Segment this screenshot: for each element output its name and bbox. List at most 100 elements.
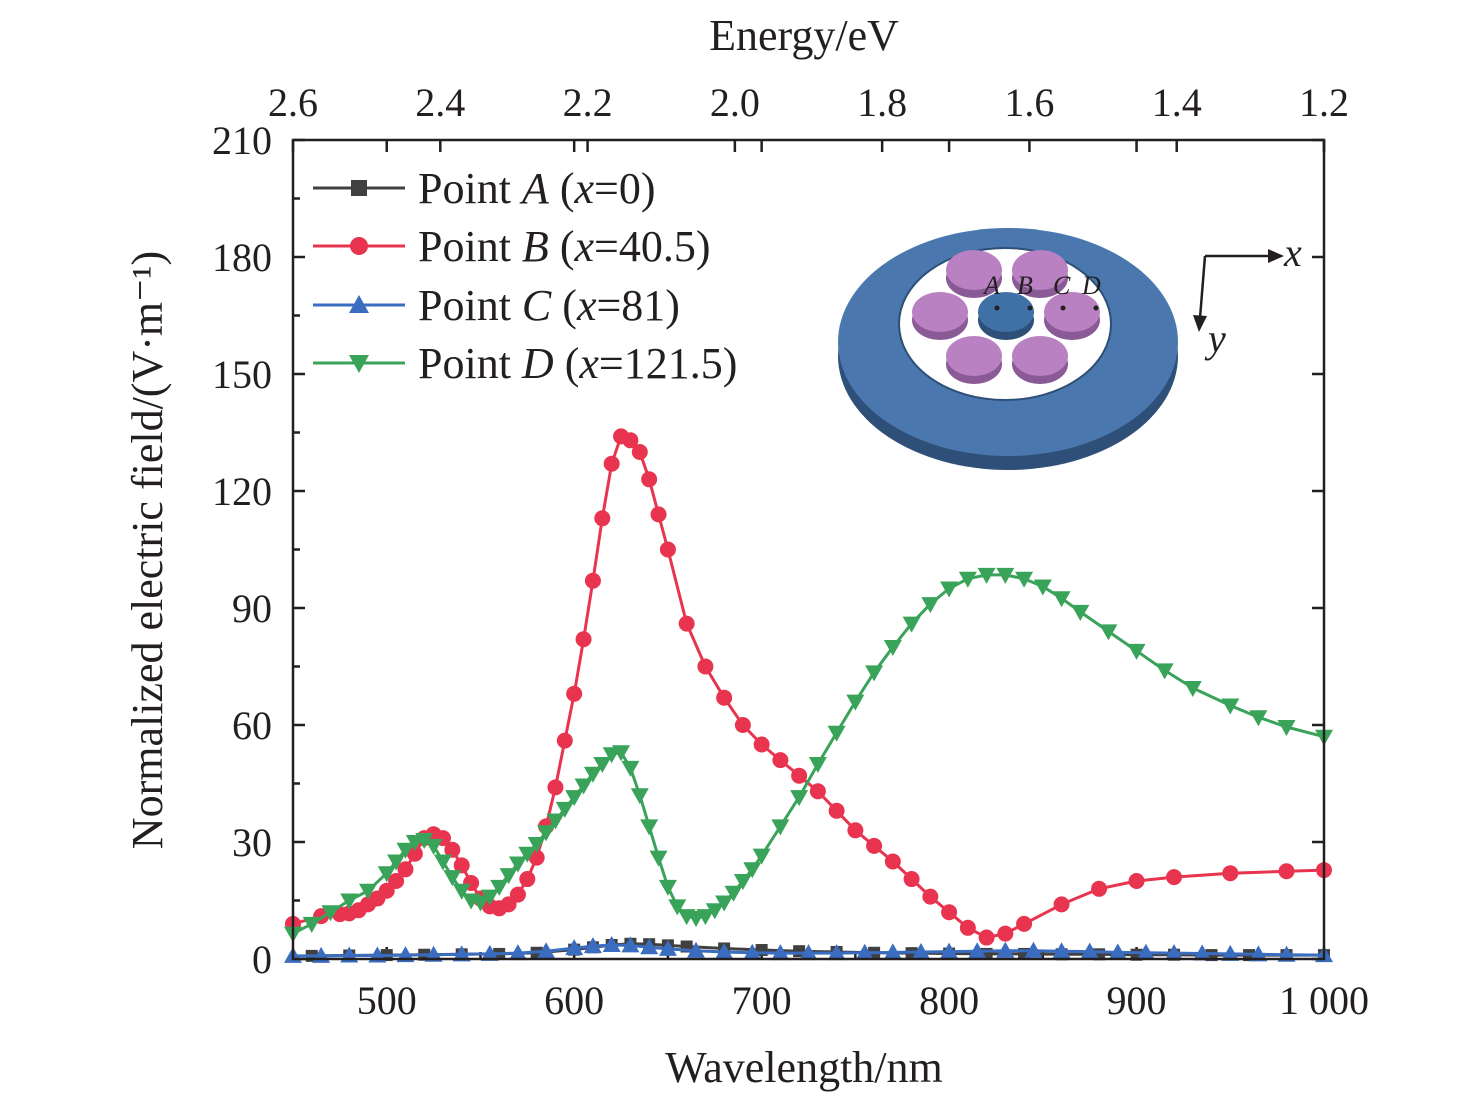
data-point-b <box>884 853 901 870</box>
legend-letter-c: C <box>522 281 552 330</box>
data-point-c <box>602 935 621 952</box>
data-point-d <box>827 725 846 742</box>
x-tick-label: 600 <box>544 978 604 1023</box>
legend-xval-b: 40.5 <box>619 222 696 271</box>
legend-item-a: Point A (x=0) <box>313 164 655 213</box>
data-point-c <box>452 945 471 962</box>
disk-top-left <box>946 250 1002 298</box>
data-point-d <box>527 836 546 853</box>
disk-top-right <box>1012 250 1068 298</box>
disk-mid-left <box>912 292 968 340</box>
legend-xval-a: 0 <box>619 164 641 213</box>
data-point-b <box>641 471 658 488</box>
data-point-b <box>547 779 564 796</box>
data-point-c <box>1024 941 1043 958</box>
data-point-c <box>583 937 602 954</box>
data-point-d <box>490 879 509 896</box>
data-point-d <box>424 838 443 855</box>
legend-label-c: Point C (x=81) <box>418 281 680 330</box>
data-point-d <box>546 813 565 830</box>
data-point-b <box>1016 915 1033 932</box>
data-point-c <box>911 942 930 959</box>
data-point-d <box>583 766 602 783</box>
legend-marker-c <box>349 295 369 313</box>
data-point-d <box>1249 710 1268 727</box>
data-point-b <box>1091 880 1108 897</box>
y-tick-label: 150 <box>212 352 272 397</box>
data-point-c <box>743 943 762 960</box>
top-tick-label: 1.8 <box>857 80 907 125</box>
data-point-d <box>593 757 612 773</box>
data-point-d <box>883 640 902 656</box>
inset-label-b: B <box>1017 271 1033 300</box>
disk-bottom-right <box>1012 336 1068 384</box>
data-point-b <box>397 861 414 878</box>
data-point-d <box>565 790 584 807</box>
data-point-b <box>453 857 470 874</box>
data-point-c <box>658 939 677 956</box>
data-point-d <box>396 842 415 859</box>
inset-axis-x-label: x <box>1283 230 1302 275</box>
data-point-d <box>621 760 640 777</box>
top-tick-label: 1.4 <box>1152 80 1202 125</box>
x-tick-label: 900 <box>1107 978 1167 1023</box>
legend: Point A (x=0) Point B (x=40.5) Point C (… <box>313 164 737 388</box>
y-tick-label: 180 <box>212 235 272 280</box>
y-axis-title: Normalized electric field/(V·m⁻¹) <box>123 251 172 849</box>
data-point-c <box>621 936 640 953</box>
data-point-d <box>377 866 396 883</box>
plot-frame <box>291 138 1326 961</box>
x-tick-label: 500 <box>357 978 417 1023</box>
legend-xval-c: 81 <box>621 281 665 330</box>
data-point-c <box>715 942 734 959</box>
y-tick-label: 120 <box>212 469 272 514</box>
data-point-d <box>705 903 724 920</box>
probe-point-b <box>1027 305 1033 311</box>
x-tick-label: 1 000 <box>1279 978 1369 1023</box>
top-tick-label: 2.0 <box>710 80 760 125</box>
data-point-d <box>471 895 490 912</box>
data-point-d <box>612 745 631 762</box>
data-point-b <box>959 919 976 936</box>
data-point-c <box>940 942 959 959</box>
data-point-d <box>518 846 537 863</box>
top-tick-label: 1.2 <box>1299 80 1349 125</box>
legend-item-d: Point D (x=121.5) <box>313 339 737 388</box>
data-point-b <box>922 888 939 905</box>
data-point-c <box>1108 943 1127 960</box>
probe-point-a <box>994 305 1000 311</box>
data-point-d <box>1127 643 1146 660</box>
data-point-d <box>743 862 762 879</box>
data-point-d <box>940 581 959 598</box>
data-point-c <box>565 939 584 956</box>
data-point-d <box>752 848 771 865</box>
data-point-d <box>555 801 574 818</box>
inset-label-a: A <box>982 271 1000 300</box>
data-point-c <box>855 943 874 960</box>
data-point-b <box>847 822 864 839</box>
inset-schematic: A B C D x y <box>838 228 1302 470</box>
data-point-d <box>846 694 865 711</box>
data-point-b <box>444 841 461 858</box>
y-tick-label: 0 <box>252 937 272 982</box>
y-direction-arrow-head <box>1193 315 1207 332</box>
y-tick-label: 30 <box>232 820 272 865</box>
inset-label-d: D <box>1081 271 1101 300</box>
data-point-b <box>716 689 733 706</box>
data-point-c <box>799 944 818 961</box>
data-point-b <box>556 732 573 749</box>
data-point-d <box>1155 663 1174 680</box>
data-point-d <box>715 895 734 912</box>
data-point-b <box>753 736 770 753</box>
data-point-b <box>650 506 667 523</box>
data-point-d <box>902 616 921 633</box>
top-tick-label: 2.2 <box>563 80 613 125</box>
legend-xval-d: 121.5 <box>624 339 723 388</box>
data-point-d <box>537 825 556 842</box>
data-point-d <box>958 571 977 588</box>
data-point-d <box>452 883 471 900</box>
data-point-b <box>1278 863 1295 880</box>
data-point-d <box>443 870 462 887</box>
data-point-c <box>771 944 790 961</box>
